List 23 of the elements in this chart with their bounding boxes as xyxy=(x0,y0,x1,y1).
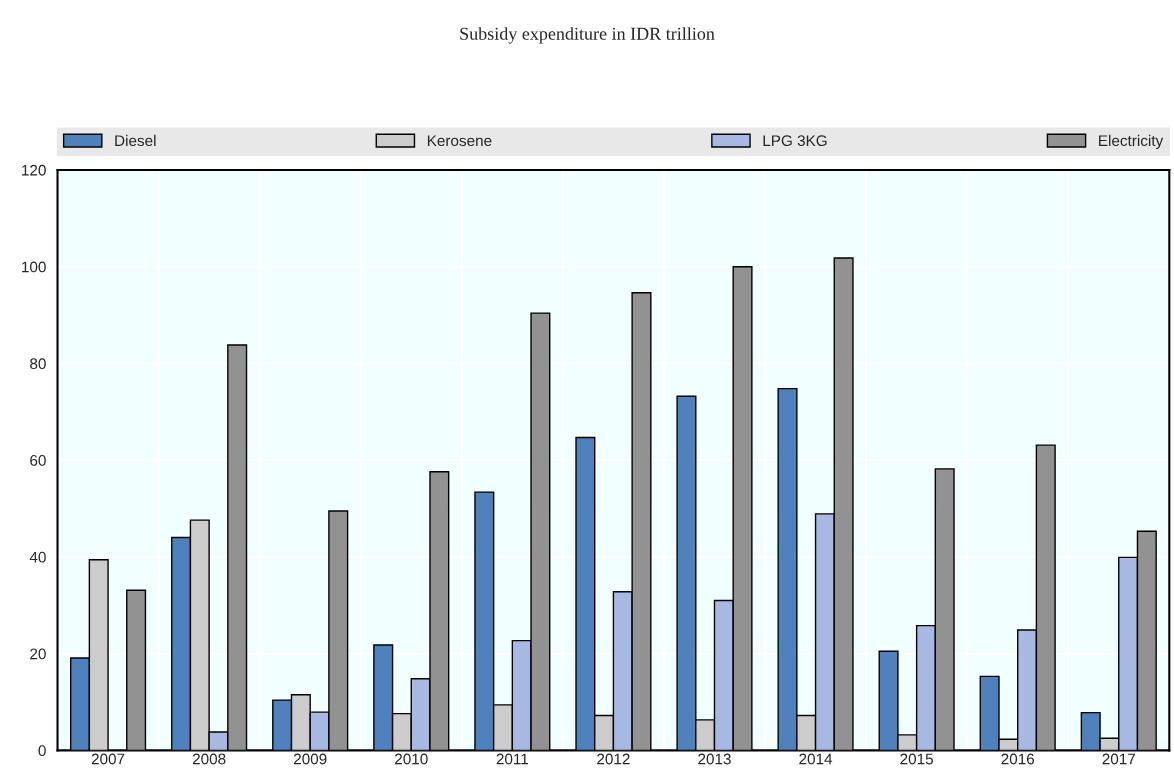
y-tick-label: 0 xyxy=(38,745,46,757)
y-tick-label: 20 xyxy=(30,648,46,660)
x-tick-label: 2013 xyxy=(698,753,731,765)
x-tick-label: 2016 xyxy=(1001,753,1035,765)
y-tick-label: 60 xyxy=(30,455,46,466)
y-tick-label: 40 xyxy=(29,551,46,563)
x-tick-label: 2014 xyxy=(799,753,833,765)
y-tick-label: 100 xyxy=(22,261,46,273)
chart-title: Subsidy expenditure in IDR trillion xyxy=(460,27,715,44)
x-tick-label: 2008 xyxy=(192,753,226,765)
x-tick-label: 2009 xyxy=(293,753,327,765)
legend-label: Kerosene xyxy=(427,135,492,147)
x-tick-label: 2015 xyxy=(900,753,933,765)
x-tick-label: 2007 xyxy=(91,753,125,765)
legend-label: Electricity xyxy=(1099,134,1164,150)
y-tick-label: 80 xyxy=(30,358,46,370)
x-tick-label: 2012 xyxy=(597,753,630,765)
x-tick-label: 2017 xyxy=(1102,753,1135,765)
legend-label: LPG 3KG xyxy=(763,135,827,147)
x-tick-label: 2011 xyxy=(496,753,529,765)
x-tick-label: 2010 xyxy=(395,753,428,765)
legend-label: Diesel xyxy=(115,134,156,147)
y-tick-label: 120 xyxy=(22,164,46,176)
